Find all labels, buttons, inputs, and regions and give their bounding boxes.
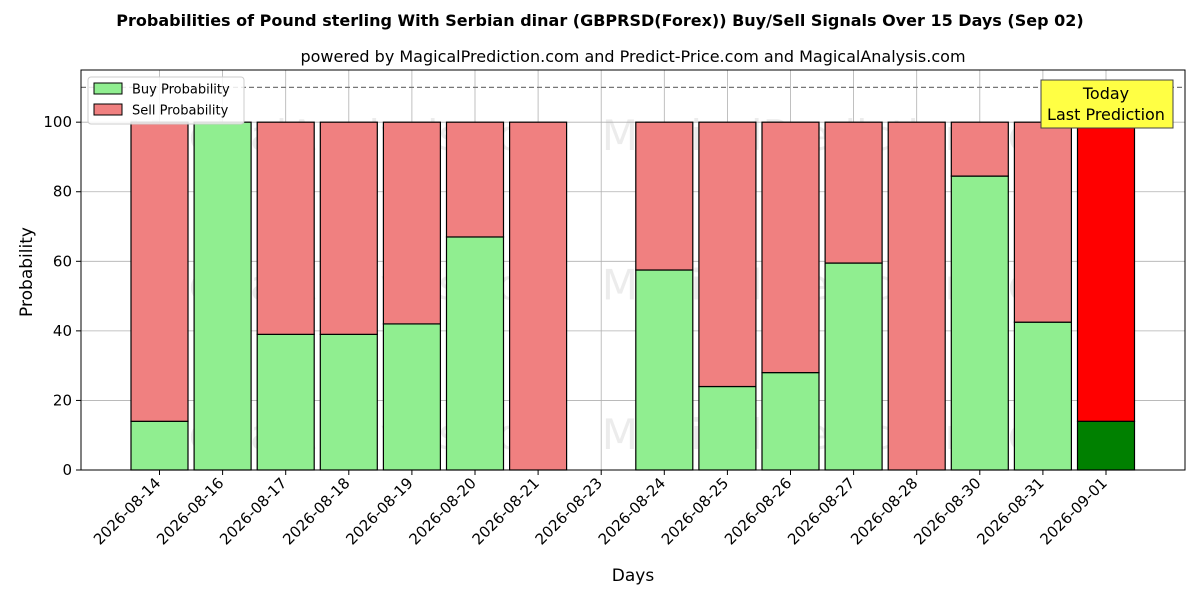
sell-bar bbox=[635, 121, 694, 271]
chart-title: Probabilities of Pound sterling With Ser… bbox=[116, 11, 1083, 30]
buy-bar bbox=[319, 333, 378, 471]
sell-bar bbox=[256, 121, 315, 335]
buy-bar bbox=[256, 333, 315, 471]
sell-bar bbox=[887, 121, 946, 471]
sell-bar bbox=[950, 121, 1009, 177]
y-axis: 0 20 40 60 80 100 bbox=[43, 113, 81, 479]
x-tick-label: 2026-08-19 bbox=[342, 474, 416, 548]
annotation-line: Last Prediction bbox=[1047, 105, 1165, 124]
sell-bar bbox=[382, 121, 441, 325]
x-tick-label: 2026-08-27 bbox=[784, 474, 858, 548]
legend-entry: Sell Probability bbox=[132, 104, 229, 119]
x-tick-label: 2026-08-31 bbox=[973, 474, 1047, 548]
x-tick-label: 2026-08-17 bbox=[216, 474, 290, 548]
bars-layer bbox=[130, 121, 1136, 471]
legend-entry: Buy Probability bbox=[132, 83, 230, 98]
y-tick-label: 100 bbox=[43, 113, 72, 131]
x-tick-label: 2026-08-23 bbox=[532, 474, 606, 548]
sell-bar bbox=[509, 121, 568, 471]
y-tick-label: 40 bbox=[53, 322, 72, 340]
x-tick-label: 2026-08-21 bbox=[469, 474, 543, 548]
legend: Buy Probability Sell Probability bbox=[87, 76, 245, 125]
legend-swatch bbox=[93, 103, 123, 116]
y-tick-label: 60 bbox=[53, 252, 72, 270]
sell-bar bbox=[761, 121, 820, 374]
x-tick-label: 2026-08-20 bbox=[405, 474, 479, 548]
buy-bar bbox=[1076, 420, 1136, 471]
y-tick-label: 20 bbox=[53, 391, 72, 409]
x-tick-label: 2026-09-01 bbox=[1036, 474, 1110, 548]
x-tick-label: 2026-08-18 bbox=[279, 474, 353, 548]
y-axis-label: Probability bbox=[17, 227, 37, 317]
annotation-box bbox=[1040, 79, 1174, 129]
sell-bar bbox=[130, 121, 189, 422]
sell-bar bbox=[445, 121, 505, 238]
y-tick-label: 0 bbox=[62, 461, 72, 479]
x-axis-label: Days bbox=[612, 566, 655, 586]
buy-bar bbox=[130, 420, 189, 471]
x-tick-label: 2026-08-28 bbox=[847, 474, 921, 548]
chart-subtitle: powered by MagicalPrediction.com and Pre… bbox=[300, 47, 965, 66]
buy-bar bbox=[635, 269, 694, 471]
buy-bar bbox=[761, 372, 820, 471]
sell-bar bbox=[824, 121, 883, 264]
legend-box bbox=[87, 76, 245, 125]
buy-bar bbox=[1013, 321, 1073, 471]
x-tick-label: 2026-08-26 bbox=[721, 474, 795, 548]
buy-bar bbox=[445, 236, 505, 471]
x-axis: 2026-08-142026-08-162026-08-172026-08-18… bbox=[90, 470, 1111, 548]
x-tick-label: 2026-08-14 bbox=[90, 474, 164, 548]
sell-bar bbox=[319, 121, 378, 335]
x-tick-label: 2026-08-16 bbox=[153, 474, 227, 548]
annotation-line: Today bbox=[1082, 84, 1129, 103]
sell-bar bbox=[698, 121, 757, 388]
today-annotation: Today Last Prediction bbox=[1040, 79, 1174, 129]
sell-bar bbox=[1076, 121, 1136, 422]
x-tick-label: 2026-08-25 bbox=[658, 474, 732, 548]
buy-bar bbox=[950, 175, 1009, 471]
legend-swatch bbox=[93, 82, 123, 95]
x-tick-label: 2026-08-24 bbox=[595, 474, 669, 548]
buy-bar bbox=[382, 323, 441, 471]
x-tick-label: 2026-08-30 bbox=[910, 474, 984, 548]
sell-bar bbox=[1013, 121, 1073, 323]
y-tick-label: 80 bbox=[53, 183, 72, 201]
buy-bar bbox=[193, 121, 252, 471]
plot-frame bbox=[80, 69, 1186, 471]
buy-bar bbox=[698, 385, 757, 471]
buy-bar bbox=[824, 262, 883, 471]
